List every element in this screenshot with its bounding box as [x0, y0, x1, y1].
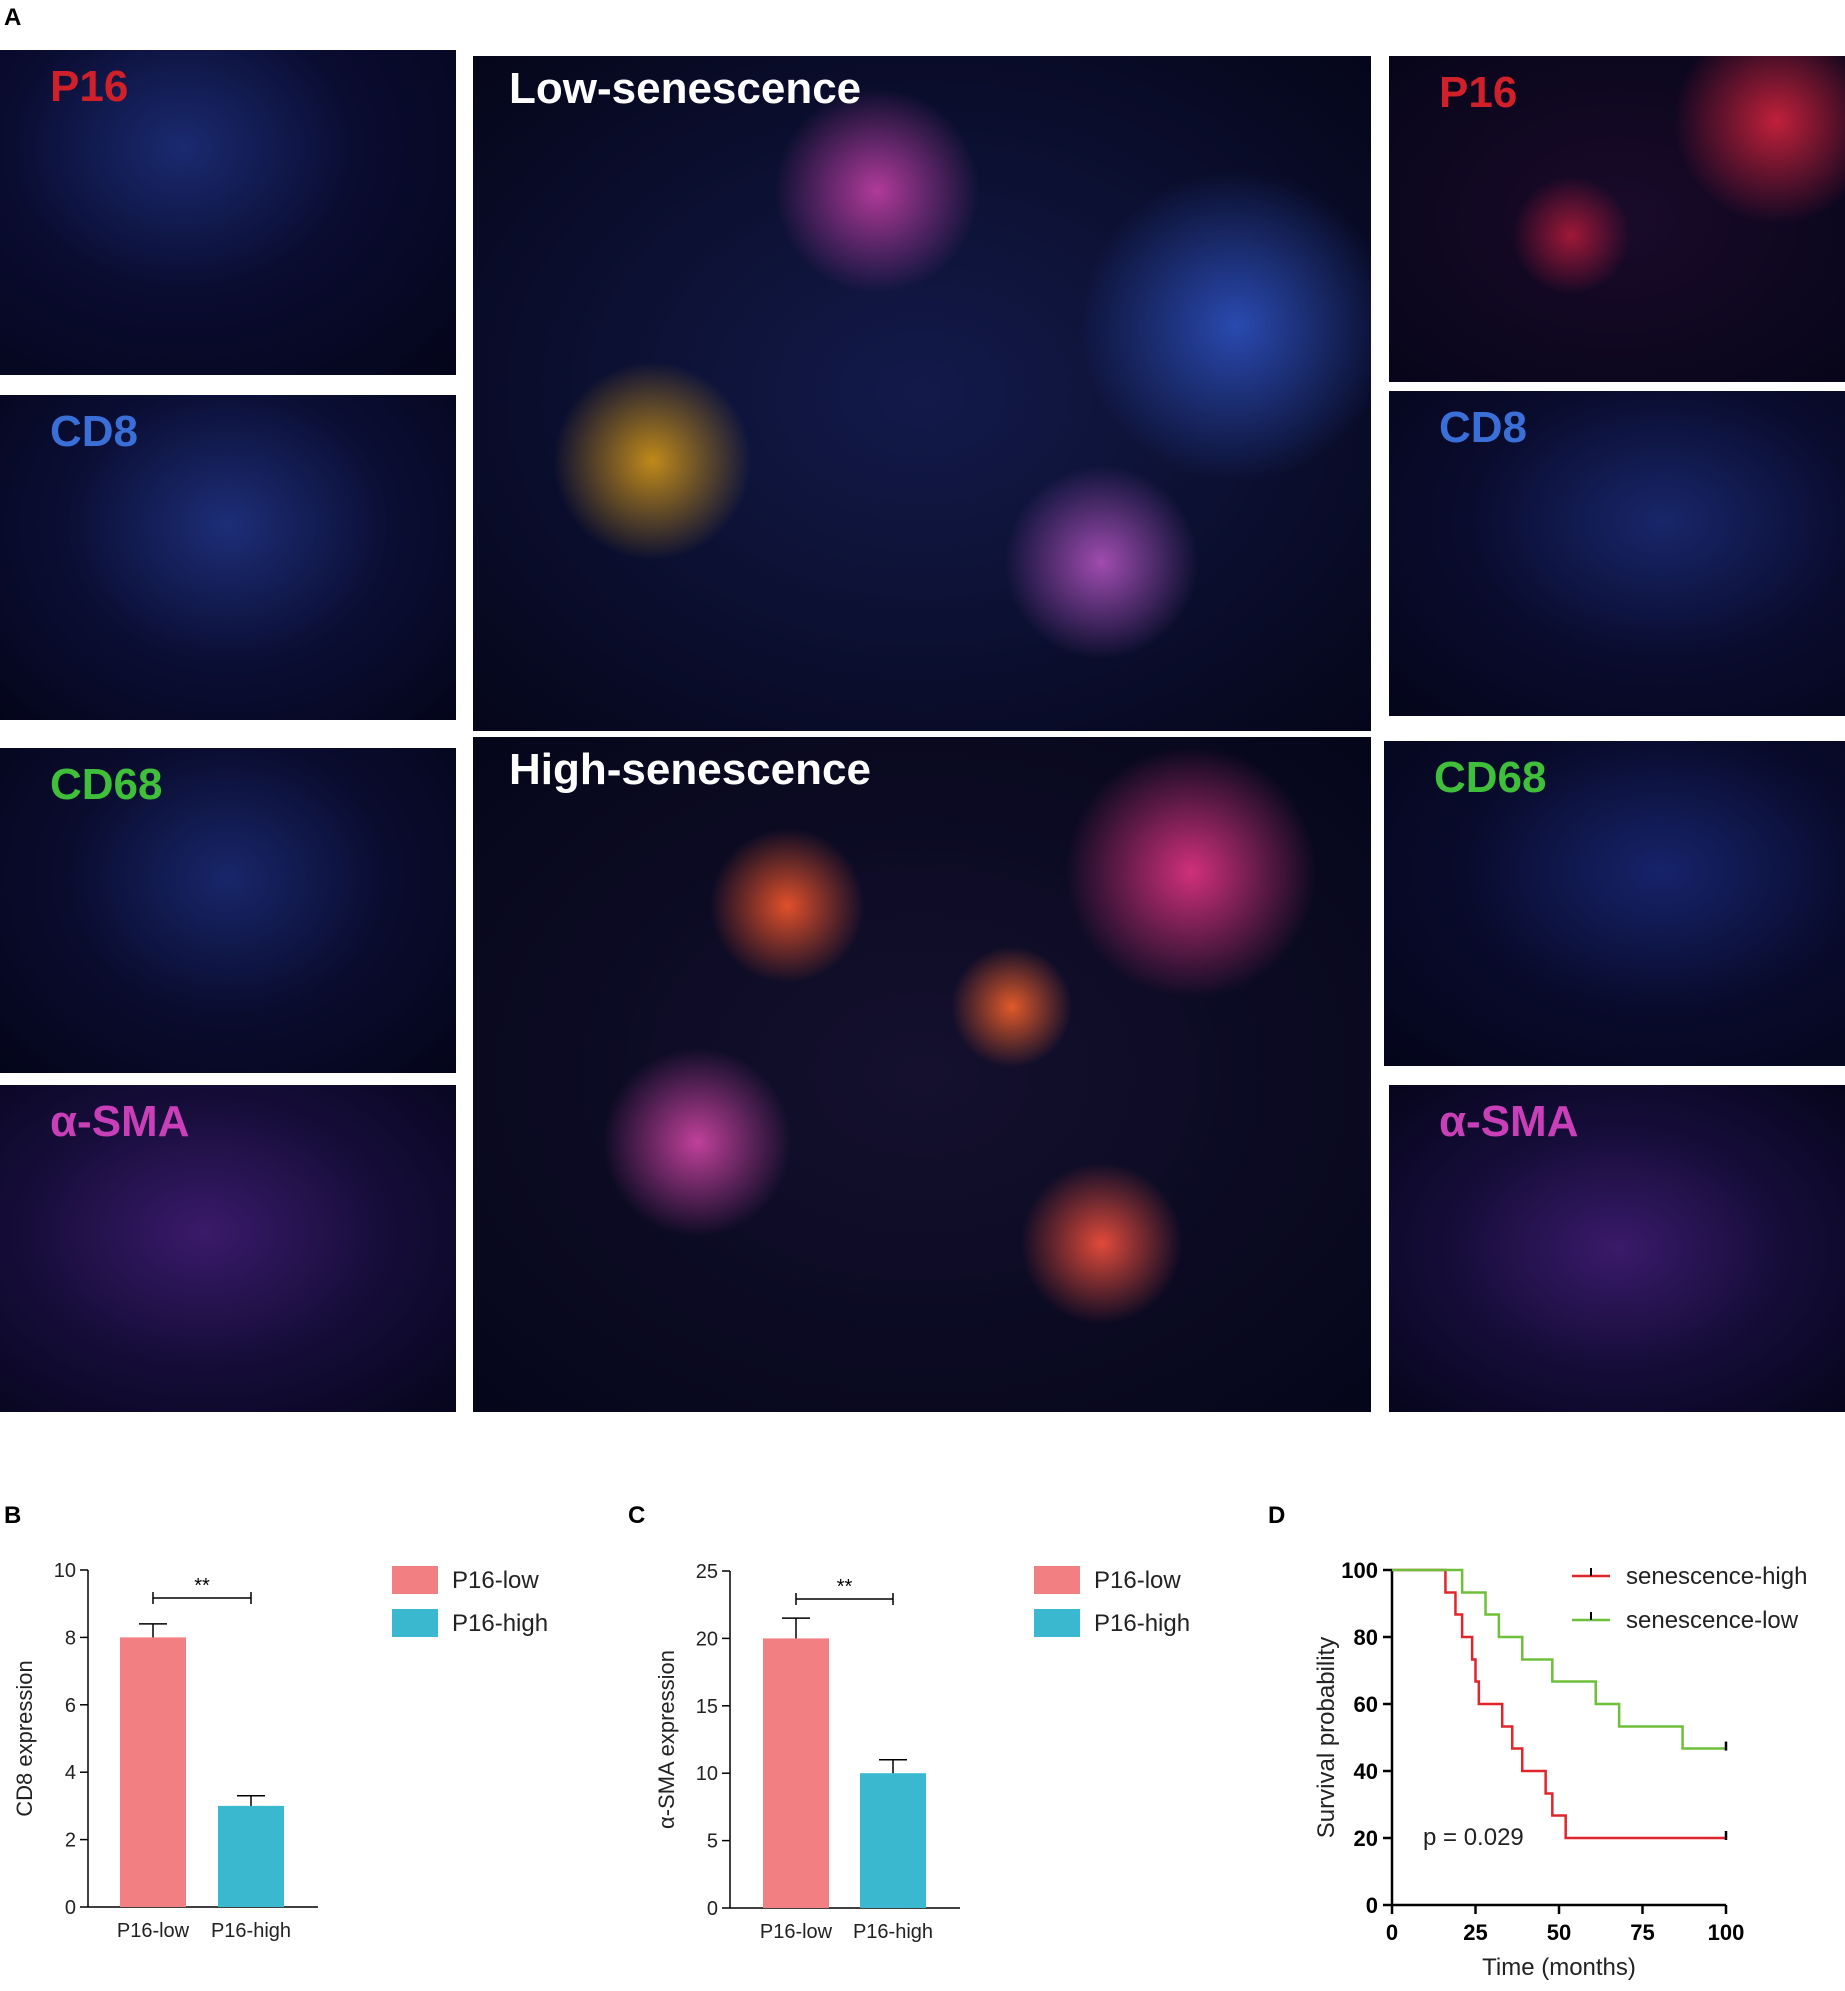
legend-label: P16-high	[452, 1610, 548, 1637]
legend-swatch	[392, 1609, 438, 1637]
significance-label: **	[194, 1575, 210, 1597]
label-left-cd68: CD68	[50, 760, 163, 809]
y-tick-label: 80	[1354, 1625, 1378, 1650]
label-right-p16: P16	[1439, 68, 1518, 117]
y-tick-label: 0	[65, 1897, 76, 1919]
micrograph-texture	[0, 50, 456, 375]
micrograph-texture	[1384, 741, 1845, 1066]
chart-b-cd8: 0 2 4 6 8 10 CD8 expression P16-low P16-high ** P1…	[12, 1560, 548, 1942]
x-tick-label: P16-low	[760, 1921, 833, 1943]
y-tick-label: 2	[65, 1830, 76, 1852]
significance-label: **	[837, 1576, 853, 1598]
micrograph-left-cd68: CD68	[0, 748, 456, 1073]
micrograph-texture	[0, 395, 456, 720]
micrograph-left-p16: P16	[0, 50, 456, 375]
y-tick-label: 10	[54, 1560, 76, 1582]
y-tick-label: 4	[65, 1762, 76, 1784]
x-tick-label: P16-high	[853, 1921, 933, 1943]
bar	[763, 1638, 829, 1908]
chart-d-survival: 0 20 40 60 80 100 0 25 50 75 100 Time (months) Survi…	[1313, 1558, 1807, 1981]
panel-letter-d: D	[1268, 1502, 1286, 1529]
x-tick-label: 50	[1547, 1920, 1571, 1945]
bar	[218, 1805, 284, 1907]
survival-curve	[1392, 1568, 1726, 1840]
label-left-asma: α-SMA	[50, 1097, 190, 1146]
y-tick-label: 60	[1354, 1692, 1378, 1717]
label-left-p16: P16	[50, 62, 129, 111]
panel-letter-b: B	[4, 1502, 22, 1529]
label-right-cd68: CD68	[1434, 753, 1547, 802]
y-tick-label: 20	[1354, 1826, 1378, 1851]
legend-label: P16-low	[452, 1567, 539, 1594]
y-tick-label: 15	[696, 1696, 718, 1718]
chart-c-asma: 0 5 10 15 20 25 α-SMA expression P16-low P16-hig…	[654, 1561, 1190, 1943]
y-tick-label: 100	[1341, 1558, 1378, 1583]
x-tick-label: 0	[1386, 1920, 1398, 1945]
y-tick-label: 40	[1354, 1759, 1378, 1784]
micrograph-texture	[473, 56, 1371, 731]
label-right-cd8: CD8	[1439, 403, 1528, 452]
micrograph-center-high-senescence: High-senescence	[473, 737, 1371, 1412]
bar	[860, 1773, 926, 1908]
y-tick-label: 0	[707, 1898, 718, 1920]
legend-label: senescence-low	[1626, 1607, 1799, 1634]
y-tick-label: 0	[1366, 1893, 1378, 1918]
x-tick-label: 25	[1463, 1920, 1487, 1945]
micrograph-left-cd8: CD8	[0, 395, 456, 720]
micrograph-right-asma: α-SMA	[1389, 1085, 1845, 1412]
micrograph-texture	[1389, 1085, 1845, 1412]
y-axis-label: Survival probability	[1313, 1637, 1340, 1838]
legend-label: P16-high	[1094, 1610, 1190, 1637]
p-value-annotation: p = 0.029	[1423, 1824, 1524, 1851]
label-high-senescence: High-senescence	[509, 745, 871, 794]
y-tick-label: 6	[65, 1695, 76, 1717]
micrograph-texture	[473, 737, 1371, 1412]
panel-letter-c: C	[628, 1502, 646, 1529]
bar	[120, 1637, 186, 1907]
x-axis-label: Time (months)	[1482, 1954, 1636, 1981]
x-tick-label: P16-high	[211, 1920, 291, 1942]
y-axis-label: α-SMA expression	[654, 1650, 679, 1829]
micrograph-left-asma: α-SMA	[0, 1085, 456, 1412]
micrograph-right-p16: P16	[1389, 56, 1845, 382]
y-axis-label: CD8 expression	[12, 1660, 37, 1817]
micrograph-texture	[0, 1085, 456, 1412]
panel-letter-a: A	[4, 4, 22, 31]
legend-label: P16-low	[1094, 1567, 1181, 1594]
legend-label: senescence-high	[1626, 1563, 1807, 1590]
label-right-asma: α-SMA	[1439, 1097, 1579, 1146]
micrograph-texture	[1389, 56, 1845, 382]
x-tick-label: P16-low	[117, 1920, 190, 1942]
y-tick-label: 20	[696, 1628, 718, 1650]
label-left-cd8: CD8	[50, 407, 139, 456]
y-tick-label: 8	[65, 1627, 76, 1649]
y-tick-label: 5	[707, 1831, 718, 1853]
survival-curve	[1392, 1568, 1726, 1750]
legend-swatch	[1034, 1566, 1080, 1594]
micrograph-texture	[1389, 391, 1845, 716]
legend-swatch	[1034, 1609, 1080, 1637]
x-tick-label: 75	[1630, 1920, 1654, 1945]
micrograph-center-low-senescence: Low-senescence	[473, 56, 1371, 731]
legend-swatch	[392, 1566, 438, 1594]
x-tick-label: 100	[1708, 1920, 1745, 1945]
y-tick-label: 10	[696, 1763, 718, 1785]
micrograph-right-cd68: CD68	[1384, 741, 1845, 1066]
y-tick-label: 25	[696, 1561, 718, 1583]
micrograph-texture	[0, 748, 456, 1073]
micrograph-right-cd8: CD8	[1389, 391, 1845, 716]
label-low-senescence: Low-senescence	[509, 64, 862, 113]
